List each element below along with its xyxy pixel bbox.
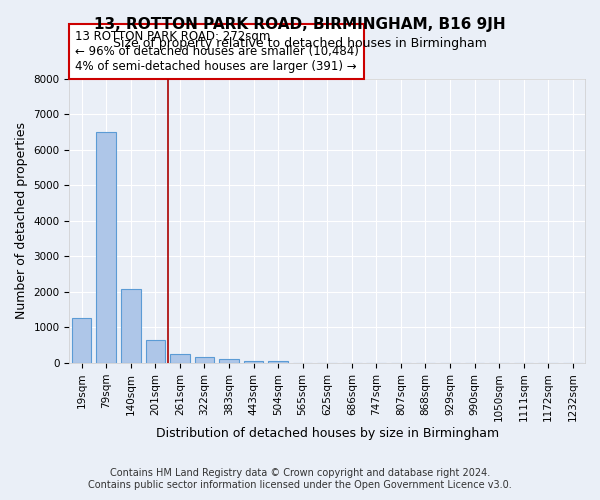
Text: Size of property relative to detached houses in Birmingham: Size of property relative to detached ho… bbox=[113, 38, 487, 51]
Text: Contains HM Land Registry data © Crown copyright and database right 2024.
Contai: Contains HM Land Registry data © Crown c… bbox=[88, 468, 512, 490]
Bar bbox=[72, 318, 91, 363]
Y-axis label: Number of detached properties: Number of detached properties bbox=[15, 122, 28, 320]
Bar bbox=[194, 358, 214, 363]
Bar bbox=[170, 354, 190, 363]
Bar bbox=[121, 289, 140, 363]
X-axis label: Distribution of detached houses by size in Birmingham: Distribution of detached houses by size … bbox=[155, 427, 499, 440]
Bar bbox=[146, 340, 165, 363]
Bar bbox=[219, 360, 239, 363]
Bar bbox=[268, 361, 288, 363]
Text: 13, ROTTON PARK ROAD, BIRMINGHAM, B16 9JH: 13, ROTTON PARK ROAD, BIRMINGHAM, B16 9J… bbox=[94, 18, 506, 32]
Text: 13 ROTTON PARK ROAD: 272sqm
← 96% of detached houses are smaller (10,484)
4% of : 13 ROTTON PARK ROAD: 272sqm ← 96% of det… bbox=[74, 30, 358, 74]
Bar bbox=[97, 132, 116, 363]
Bar bbox=[244, 361, 263, 363]
